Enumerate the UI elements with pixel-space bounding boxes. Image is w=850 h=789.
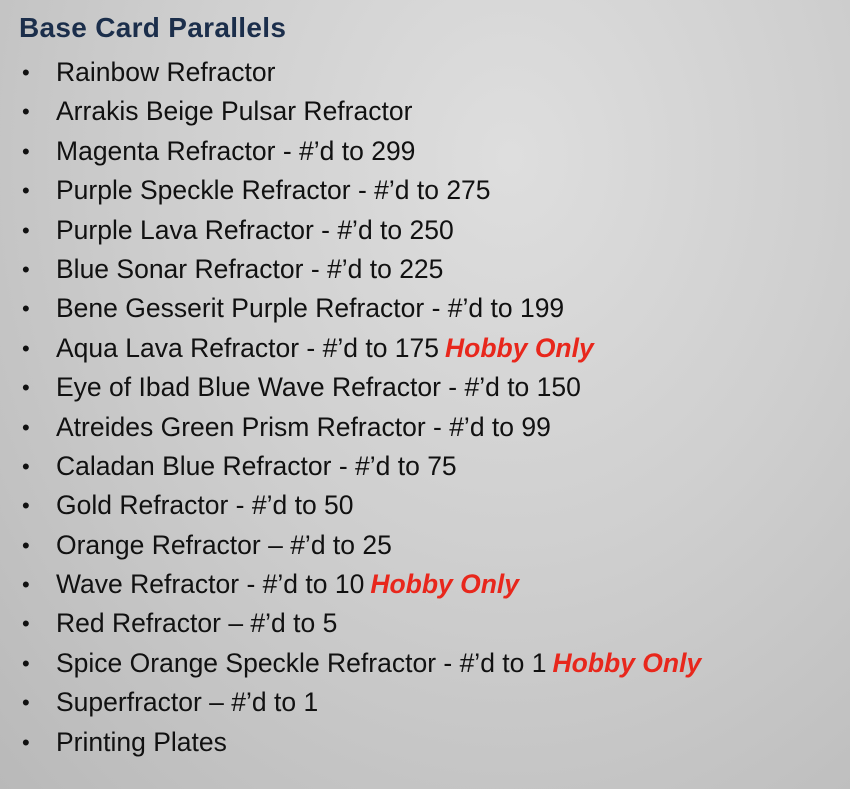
bullet-icon: • — [22, 138, 30, 164]
bullet-icon: • — [22, 729, 30, 755]
item-text: Purple Lava Refractor - #’d to 250 — [56, 214, 454, 245]
item-text: Rainbow Refractor — [56, 57, 276, 87]
list-item: • Bene Gesserit Purple Refractor - #’d to… — [0, 289, 701, 328]
item-text: Red Refractor – #’d to 5 — [56, 608, 338, 639]
item-text: Superfractor – #’d to 1 — [56, 687, 319, 718]
bullet-icon: • — [22, 690, 30, 716]
bullet-icon: • — [22, 414, 30, 440]
list-item: • Gold Refractor - #’d to 50 — [0, 486, 701, 525]
item-text: Aqua Lava Refractor - #’d to 175 — [56, 332, 440, 363]
list-item: • Magenta Refractor - #’d to 299 — [0, 132, 701, 171]
item-text: Arrakis Beige Pulsar Refractor — [56, 96, 413, 127]
bullet-icon: • — [22, 493, 30, 519]
list-item: • Arrakis Beige Pulsar Refractor — [0, 92, 701, 131]
item-text: Eye of Ibad Blue Wave Refractor - #’d to… — [56, 372, 581, 403]
list-item: • Blue Sonar Refractor - #’d to 225 — [0, 250, 701, 289]
item-text: Gold Refractor - #’d to 50 — [56, 490, 354, 521]
bullet-icon: • — [22, 453, 30, 479]
hobby-only-badge: Hobby Only — [445, 332, 594, 363]
item-text: Caladan Blue Refractor - #’d to 75 — [56, 450, 457, 481]
bullet-icon: • — [22, 611, 30, 637]
list-item: • Aqua Lava Refractor - #’d to 175 Hobby O… — [0, 329, 701, 368]
hobby-only-badge: Hobby Only — [552, 647, 702, 678]
bullet-icon: • — [22, 532, 30, 558]
list-item: • Wave Refractor - #’d to 10 Hobby Only — [0, 565, 701, 604]
bullet-icon: • — [22, 335, 30, 361]
list-item: • Spice Orange Speckle Refractor - #’d to… — [0, 644, 701, 683]
bullet-icon: • — [22, 572, 30, 598]
parallels-list: • Rainbow Refractor • Arrakis Beige Pulsar … — [0, 53, 701, 762]
bullet-icon: • — [22, 178, 30, 204]
list-item: • Eye of Ibad Blue Wave Refractor - #’d t… — [0, 368, 701, 407]
item-text: Spice Orange Speckle Refractor - #’d to … — [56, 647, 547, 678]
item-text: Bene Gesserit Purple Refractor - #’d to … — [56, 293, 565, 324]
list-item: • Purple Speckle Refractor - #’d to 275 — [0, 171, 701, 210]
item-text: Purple Speckle Refractor - #’d to 275 — [56, 175, 491, 206]
bullet-icon: • — [22, 217, 30, 243]
item-text: Blue Sonar Refractor - #’d to 225 — [56, 253, 444, 284]
list-item: • Atreides Green Prism Refractor - #’d to… — [0, 408, 701, 447]
list-item: • Superfractor – #’d to 1 — [0, 683, 701, 722]
bullet-icon: • — [22, 375, 30, 401]
list-item: • Rainbow Refractor — [0, 53, 701, 92]
list-item: • Caladan Blue Refractor - #’d to 75 — [0, 447, 701, 486]
bullet-icon: • — [22, 256, 30, 282]
list-item: • Purple Lava Refractor - #’d to 250 — [0, 211, 701, 250]
item-text: Orange Refractor – #’d to 25 — [56, 529, 392, 560]
item-text: Wave Refractor - #’d to 10 — [56, 569, 365, 600]
list-item: • Orange Refractor – #’d to 25 — [0, 526, 701, 565]
bullet-icon: • — [22, 296, 30, 322]
bullet-icon: • — [22, 60, 30, 85]
hobby-only-badge: Hobby Only — [370, 569, 520, 600]
item-text: Atreides Green Prism Refractor - #’d to … — [56, 411, 551, 442]
bullet-icon: • — [22, 99, 30, 125]
list-item: • Printing Plates — [0, 723, 701, 762]
page-title: Base Card Parallels — [19, 12, 287, 43]
bullet-icon: • — [22, 650, 30, 676]
list-item: • Red Refractor – #’d to 5 — [0, 604, 701, 643]
item-text: Magenta Refractor - #’d to 299 — [56, 135, 416, 166]
item-text: Printing Plates — [56, 726, 227, 757]
